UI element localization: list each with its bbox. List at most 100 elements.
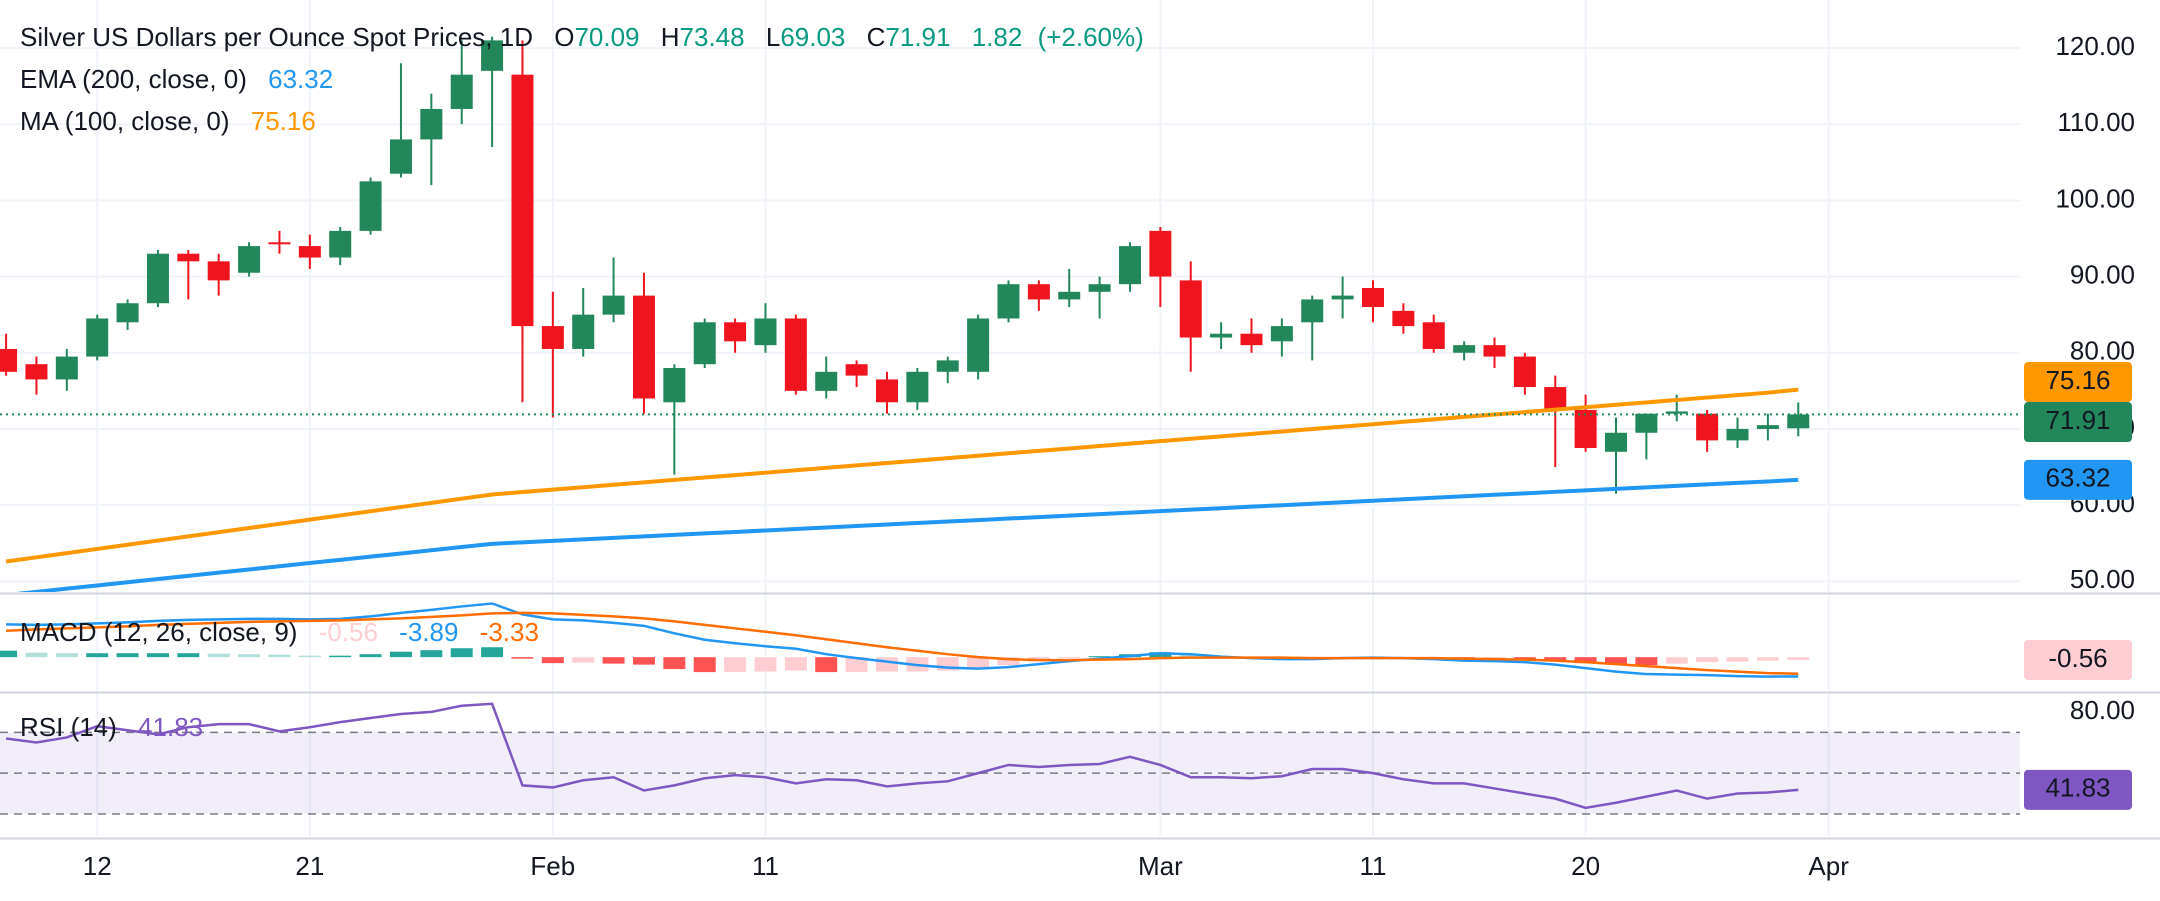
histogram-bar — [25, 652, 48, 658]
histogram-bar — [784, 657, 807, 671]
y-tick-label: 100.00 — [2055, 183, 2135, 213]
price-label-box — [2024, 459, 2132, 500]
y-tick-label: 50.00 — [2070, 564, 2135, 594]
candle-body — [1210, 333, 1233, 338]
low-value: 69.03 — [780, 22, 845, 52]
histogram-bar — [1665, 657, 1688, 664]
price-label: 63.32 — [2045, 463, 2110, 493]
candle-body — [1179, 280, 1202, 338]
legend-entry: EMA (200, close, 0) 63.32 — [20, 64, 333, 94]
candle-body — [1696, 413, 1719, 441]
histogram-bar — [481, 647, 504, 658]
candle-body — [1756, 425, 1779, 429]
candle-body — [1513, 356, 1536, 388]
y-tick-label: 80.00 — [2070, 336, 2135, 366]
candle-body — [511, 74, 534, 327]
rsi-title: RSI (14) — [20, 712, 117, 742]
candle-body — [663, 368, 686, 403]
price-label: 71.91 — [2045, 405, 2110, 435]
y-tick-label: 120.00 — [2055, 31, 2135, 61]
price-label-box — [2024, 769, 2132, 810]
open-value: 70.09 — [574, 22, 639, 52]
histogram-bar — [845, 657, 868, 673]
candle-body — [1331, 295, 1354, 300]
histogram-bar — [754, 657, 777, 672]
candle-body — [1544, 387, 1567, 410]
macd-title: MACD (12, 26, close, 9) — [20, 617, 297, 647]
candle-body — [450, 74, 473, 109]
histogram-bar — [389, 651, 412, 658]
ohlc-label: O — [554, 22, 574, 52]
x-tick-label: 11 — [1359, 851, 1386, 881]
y-tick-label: 110.00 — [2057, 107, 2135, 137]
rsi-legend: RSI (14) 41.83 — [20, 712, 203, 742]
candle-body — [572, 314, 595, 349]
candle-body — [1392, 310, 1415, 327]
candle-body — [1149, 230, 1172, 277]
histogram-bar — [632, 657, 655, 665]
y-tick-label: 90.00 — [2070, 259, 2135, 289]
histogram-bar — [1058, 657, 1081, 659]
histogram-bar — [450, 648, 473, 658]
candle-body — [0, 348, 18, 372]
histogram-bar — [238, 654, 261, 658]
rsi-line — [5, 702, 1799, 810]
histogram-bar — [875, 657, 898, 672]
candle-body — [632, 295, 655, 399]
macd-line — [6, 602, 1799, 678]
candle-body — [936, 360, 959, 372]
candle-body — [1483, 345, 1506, 357]
grid — [0, 0, 2020, 836]
histogram-bar — [541, 657, 564, 664]
ohlc-label: L — [766, 22, 780, 52]
axes: 1221Feb11Mar1120Apr50.0060.0070.0080.009… — [83, 31, 2135, 881]
candle-body — [1027, 284, 1050, 300]
price-labels: 63.32 75.16 71.91 -0.56 41.83 — [2024, 362, 2132, 810]
candle-body — [268, 242, 291, 245]
signal-line — [6, 611, 1799, 675]
candle-body — [481, 40, 504, 71]
price-label: -0.56 — [2048, 643, 2107, 673]
legend-entry: MA (100, close, 0) 75.16 — [20, 106, 316, 136]
legend-label: EMA (200, close, 0) — [20, 64, 247, 94]
histogram-bar — [1149, 652, 1172, 658]
histogram-bar — [1787, 657, 1810, 660]
price-label: 41.83 — [2045, 773, 2110, 803]
candle-body — [784, 318, 807, 391]
indicator-line — [15, 477, 1799, 592]
candle-body — [1301, 299, 1324, 323]
candle-body — [997, 284, 1020, 319]
candle-body — [116, 303, 139, 323]
chart-title: Silver US Dollars per Ounce Spot Prices,… — [20, 22, 533, 52]
candle-body — [602, 295, 625, 315]
candle-body — [298, 246, 321, 258]
candle-body — [1605, 432, 1627, 452]
histogram-bar — [0, 650, 18, 658]
close-value: 71.91 — [885, 22, 950, 52]
candle-body — [86, 318, 109, 357]
price-label: 75.16 — [2045, 365, 2110, 395]
candle-body — [207, 261, 230, 281]
histogram-bar — [177, 653, 200, 658]
x-tick-label: 11 — [752, 851, 779, 881]
histogram-bar — [967, 657, 990, 669]
candle-body — [845, 364, 868, 376]
high-value: 73.48 — [680, 22, 745, 52]
candle-body — [1118, 246, 1141, 285]
histogram-bar — [1635, 657, 1658, 666]
histogram-bar — [572, 657, 595, 663]
histogram-bar — [420, 650, 443, 658]
x-tick-label: Mar — [1138, 851, 1183, 881]
histogram-bar — [1544, 657, 1567, 662]
histogram-bar — [1088, 656, 1111, 658]
candle-body — [815, 371, 838, 391]
rsi-panel — [0, 702, 2020, 815]
legend-label: MA (100, close, 0) — [20, 106, 230, 136]
change-value: 1.82 — [972, 22, 1023, 52]
change-percent: (+2.60%) — [1038, 22, 1144, 52]
histogram-bar — [1696, 657, 1719, 663]
candle-body — [693, 322, 716, 365]
candle-body — [541, 326, 564, 349]
